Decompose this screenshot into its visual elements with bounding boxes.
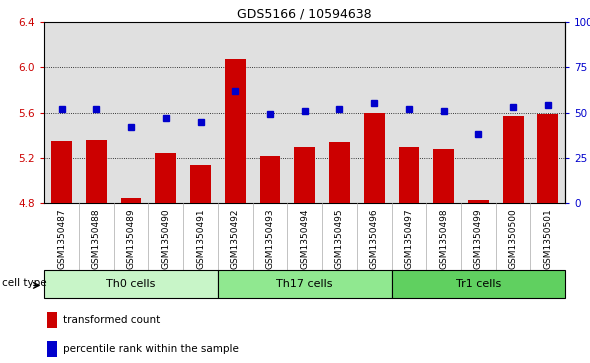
Text: GSM1350499: GSM1350499 bbox=[474, 209, 483, 269]
Bar bbox=[47, 341, 57, 357]
Bar bbox=[121, 197, 142, 203]
Bar bbox=[329, 142, 350, 203]
Bar bbox=[503, 116, 523, 203]
Title: GDS5166 / 10594638: GDS5166 / 10594638 bbox=[237, 8, 372, 21]
Text: GSM1350497: GSM1350497 bbox=[404, 209, 414, 269]
Bar bbox=[44, 270, 218, 298]
Text: cell type: cell type bbox=[2, 278, 47, 288]
Text: percentile rank within the sample: percentile rank within the sample bbox=[63, 344, 239, 354]
Text: GSM1350492: GSM1350492 bbox=[231, 209, 240, 269]
Bar bbox=[190, 165, 211, 203]
Text: GSM1350487: GSM1350487 bbox=[57, 209, 66, 269]
Bar bbox=[364, 113, 385, 203]
Bar bbox=[225, 59, 245, 203]
Text: GSM1350489: GSM1350489 bbox=[127, 209, 136, 269]
Text: GSM1350493: GSM1350493 bbox=[266, 209, 274, 269]
Bar bbox=[468, 200, 489, 203]
Text: Tr1 cells: Tr1 cells bbox=[455, 279, 501, 289]
Bar bbox=[51, 141, 72, 203]
Text: GSM1350490: GSM1350490 bbox=[161, 209, 171, 269]
Text: GSM1350501: GSM1350501 bbox=[543, 209, 552, 269]
Bar bbox=[86, 140, 107, 203]
Text: transformed count: transformed count bbox=[63, 315, 160, 325]
Bar bbox=[155, 153, 176, 203]
Text: GSM1350498: GSM1350498 bbox=[439, 209, 448, 269]
Bar bbox=[433, 149, 454, 203]
Text: GSM1350495: GSM1350495 bbox=[335, 209, 344, 269]
Text: GSM1350491: GSM1350491 bbox=[196, 209, 205, 269]
Text: GSM1350488: GSM1350488 bbox=[92, 209, 101, 269]
Bar bbox=[392, 270, 565, 298]
Text: GSM1350494: GSM1350494 bbox=[300, 209, 309, 269]
Bar bbox=[218, 270, 392, 298]
Text: Th0 cells: Th0 cells bbox=[106, 279, 156, 289]
Bar bbox=[47, 312, 57, 328]
Bar bbox=[294, 147, 315, 203]
Bar bbox=[398, 147, 419, 203]
Bar bbox=[537, 114, 558, 203]
Bar bbox=[260, 156, 280, 203]
Text: Th17 cells: Th17 cells bbox=[277, 279, 333, 289]
Text: GSM1350496: GSM1350496 bbox=[370, 209, 379, 269]
Text: GSM1350500: GSM1350500 bbox=[509, 209, 517, 269]
